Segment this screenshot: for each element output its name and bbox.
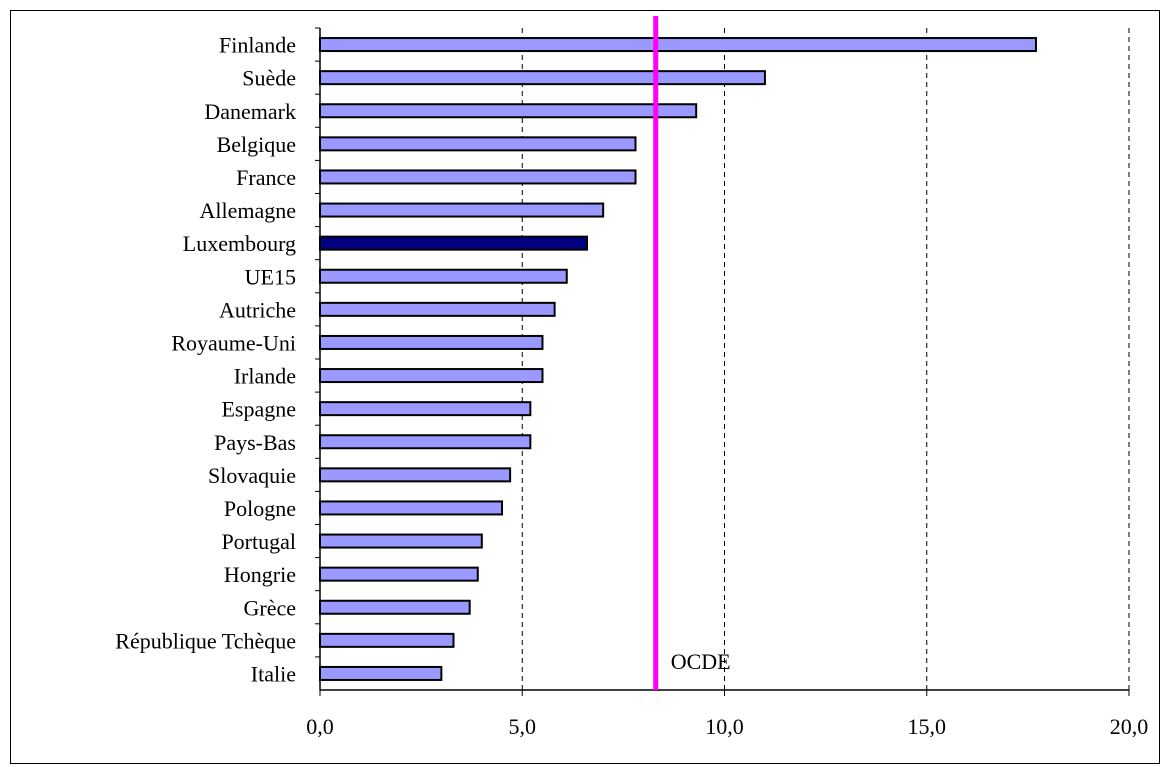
category-label: Italie: [251, 661, 296, 686]
tick-labels: 0,0 5,0 10,0 15,0 20,0: [306, 714, 1148, 739]
bar-irlande: [319, 368, 544, 384]
bars: [319, 37, 1037, 681]
bar-gr-ce: [319, 599, 471, 615]
bar-pays-bas: [319, 434, 532, 450]
bar-belgique: [319, 136, 637, 152]
category-label: Allemagne: [199, 198, 296, 223]
bar-allemagne: [319, 202, 605, 218]
category-label: République Tchèque: [115, 628, 296, 653]
bar-ue15: [319, 268, 568, 284]
category-label: Grèce: [243, 595, 296, 620]
category-label: Hongrie: [224, 562, 296, 587]
x-tick-label: 15,0: [908, 714, 947, 739]
bar-portugal: [319, 533, 483, 549]
category-labels: Finlande Suède Danemark Belgique France Allem…: [115, 33, 296, 687]
bar-finlande: [319, 37, 1037, 53]
category-label: Belgique: [217, 132, 296, 157]
bar-slovaquie: [319, 467, 512, 483]
category-label: Slovaquie: [208, 463, 296, 488]
bar-su-de: [319, 70, 766, 86]
bar-espagne: [319, 401, 532, 417]
category-label: Autriche: [219, 297, 296, 322]
bar-royaume-uni: [319, 334, 544, 350]
category-label: Pays-Bas: [214, 430, 296, 455]
category-label: Finlande: [219, 33, 296, 58]
chart-frame: Finlande Suède Danemark Belgique France Allem…: [10, 10, 1160, 764]
bar-hongrie: [319, 566, 479, 582]
bar-chart: Finlande Suède Danemark Belgique France Allem…: [115, 16, 1148, 739]
bar-danemark: [319, 103, 698, 119]
category-label: Portugal: [221, 529, 296, 554]
category-label: Danemark: [204, 99, 296, 124]
category-label: Royaume-Uni: [171, 330, 296, 355]
category-label: Irlande: [234, 364, 296, 389]
grid-lines: [521, 28, 1130, 690]
bar-r-publique-tch-que: [319, 632, 455, 648]
axes: [315, 27, 1130, 696]
x-tick-label: 10,0: [705, 714, 744, 739]
bar-pologne: [319, 500, 504, 516]
bar-autriche: [319, 301, 556, 317]
category-label: UE15: [245, 264, 296, 289]
x-tick-label: 0,0: [306, 714, 334, 739]
category-label: Suède: [242, 66, 296, 91]
category-label: Luxembourg: [183, 231, 296, 256]
x-tick-label: 20,0: [1110, 714, 1149, 739]
bar-france: [319, 169, 637, 185]
category-label: Pologne: [224, 496, 296, 521]
x-tick-label: 5,0: [509, 714, 537, 739]
bar-luxembourg: [319, 235, 588, 251]
category-label: Espagne: [221, 397, 296, 422]
reference-line-group: OCDE: [653, 16, 731, 690]
category-label: France: [236, 165, 296, 190]
bar-italie: [319, 665, 443, 681]
reference-line-label: OCDE: [671, 649, 731, 674]
